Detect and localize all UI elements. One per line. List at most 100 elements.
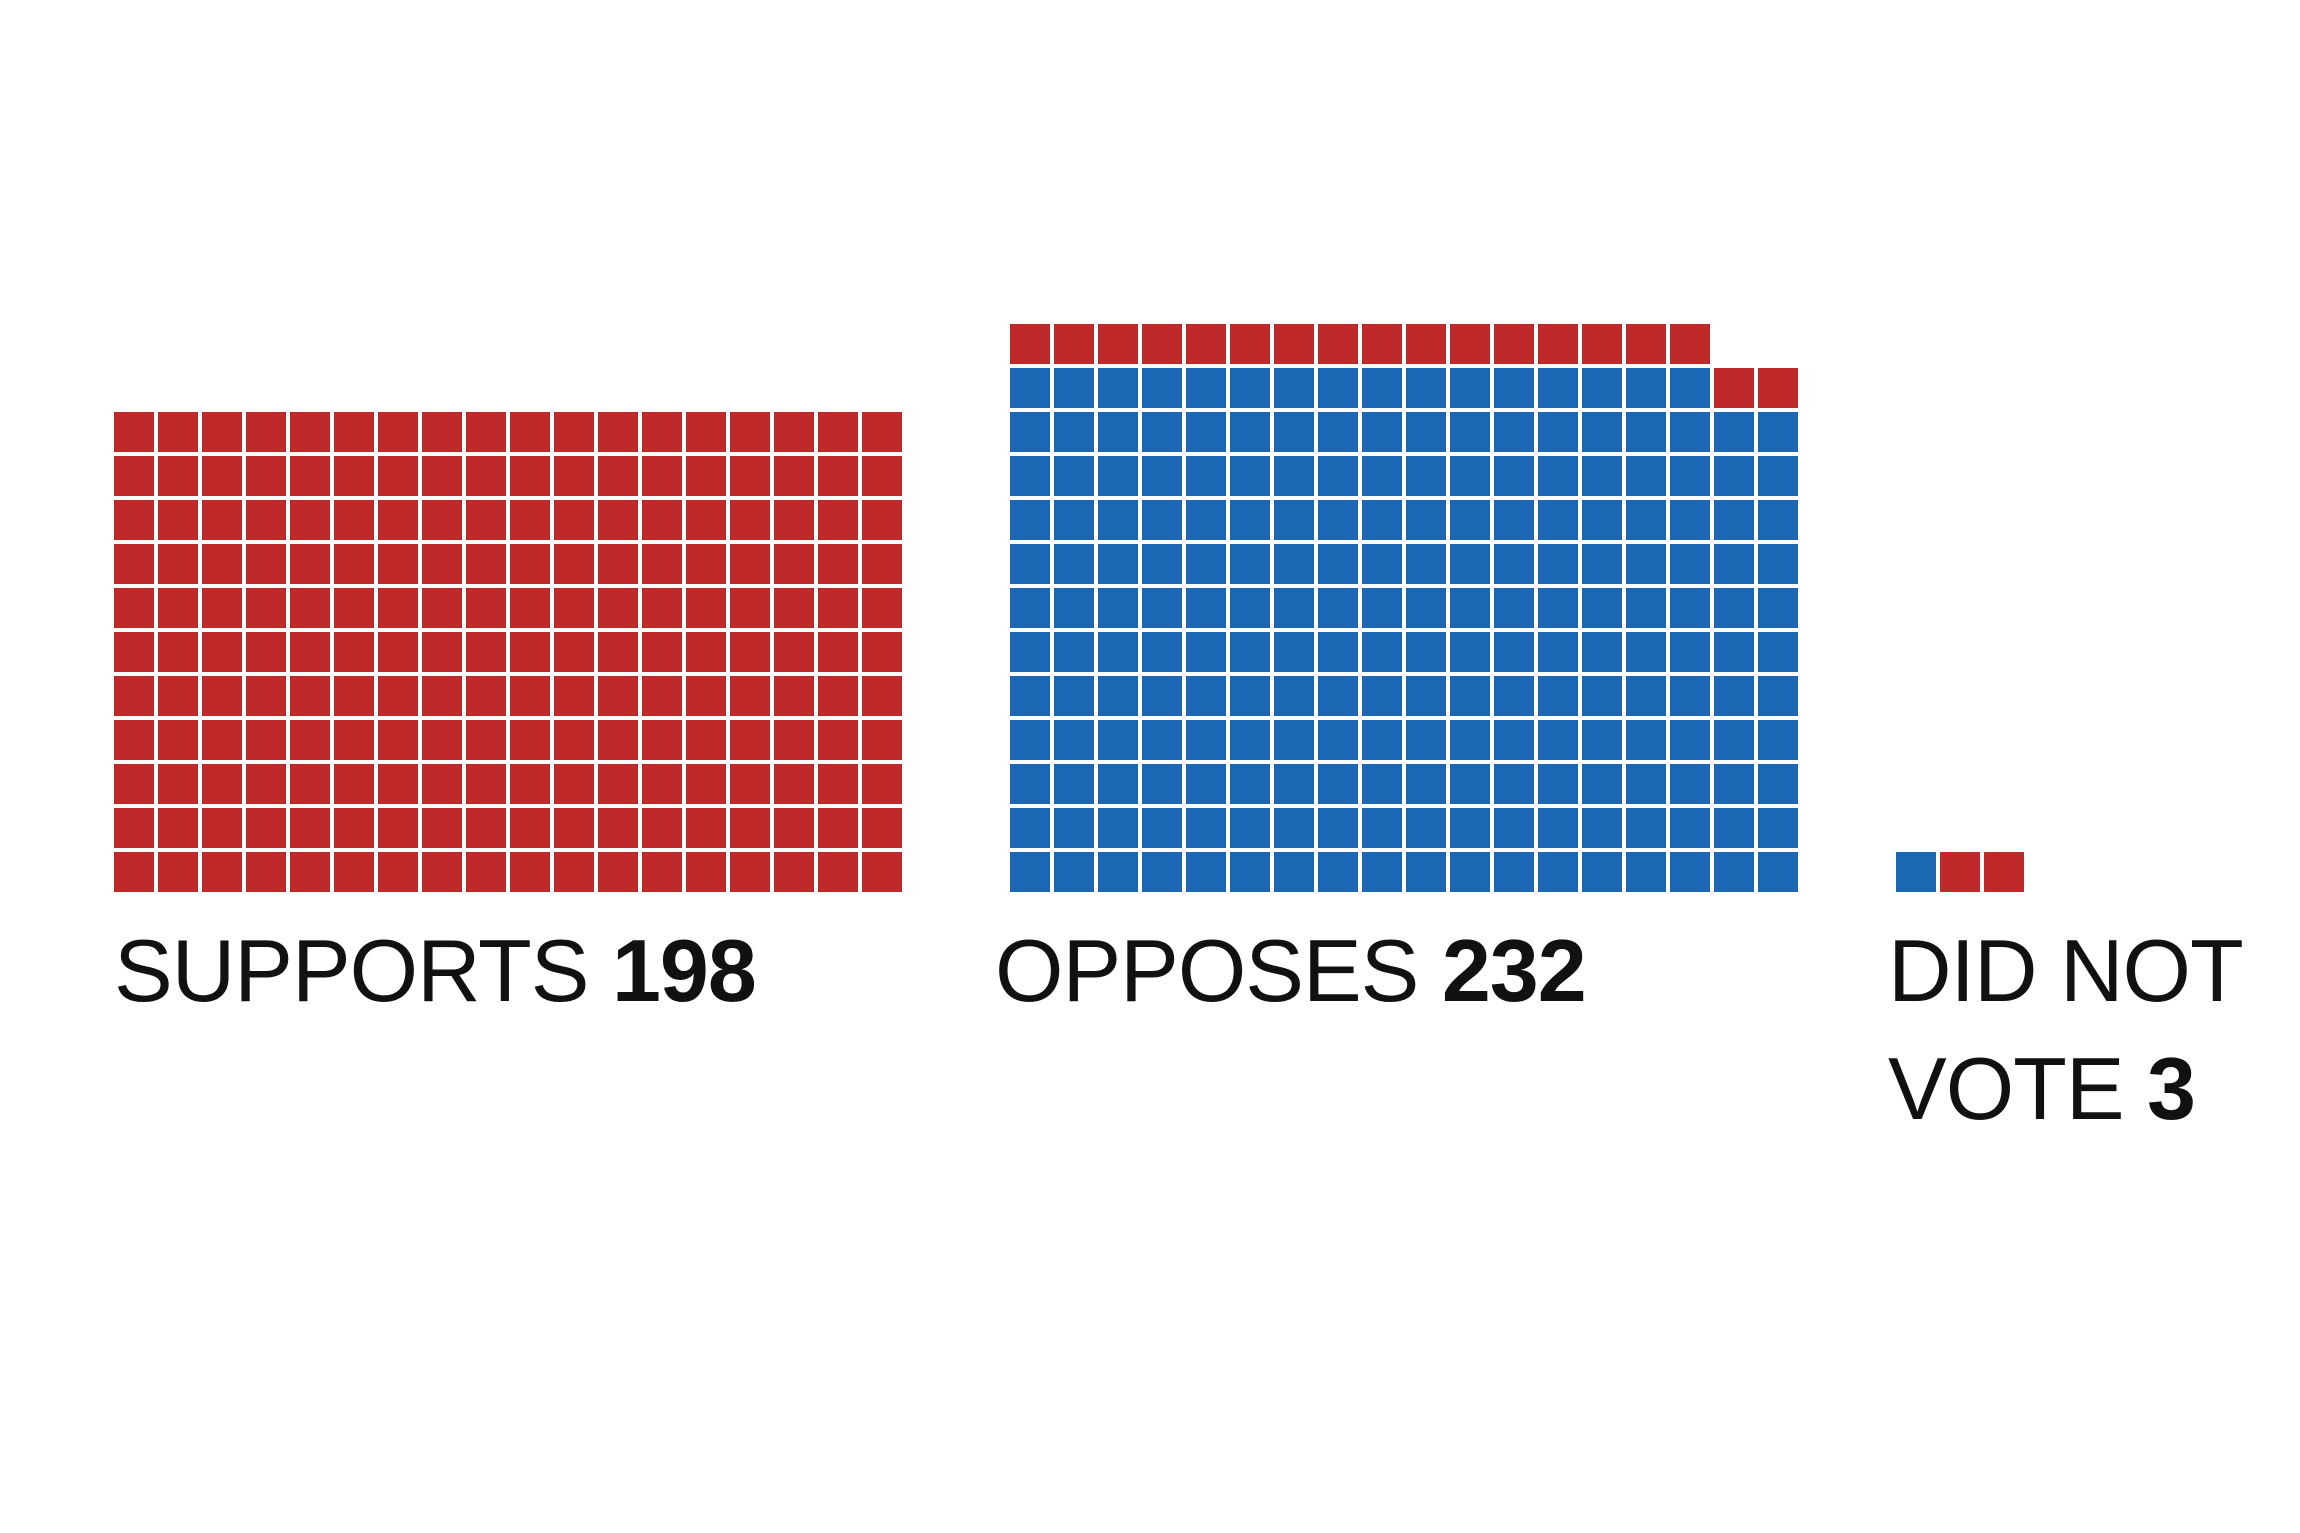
waffle-cell-republican bbox=[642, 456, 682, 496]
waffle-cell-democrat bbox=[1142, 368, 1182, 408]
waffle-cell-republican bbox=[862, 500, 902, 540]
waffle-cell-republican bbox=[862, 412, 902, 452]
waffle-cell-democrat bbox=[1582, 852, 1622, 892]
waffle-cell-democrat bbox=[1626, 544, 1666, 584]
waffle-cell-democrat bbox=[1362, 764, 1402, 804]
waffle-cell-republican bbox=[642, 764, 682, 804]
waffle-cell-republican bbox=[114, 808, 154, 848]
waffle-cell-republican bbox=[422, 544, 462, 584]
waffle-cell-republican bbox=[202, 808, 242, 848]
waffle-cell-republican bbox=[598, 808, 638, 848]
waffle-cell-republican bbox=[334, 852, 374, 892]
waffle-cell-democrat bbox=[1538, 500, 1578, 540]
waffle-cell-democrat bbox=[1626, 368, 1666, 408]
waffle-cell-democrat bbox=[1186, 544, 1226, 584]
waffle-cell-democrat bbox=[1186, 456, 1226, 496]
waffle-cell-republican bbox=[1714, 368, 1754, 408]
waffle-cell-republican bbox=[202, 456, 242, 496]
waffle-cell-republican bbox=[334, 588, 374, 628]
waffle-cell-democrat bbox=[1098, 456, 1138, 496]
waffle-cell-democrat bbox=[1582, 368, 1622, 408]
waffle-cell-democrat bbox=[1494, 456, 1534, 496]
waffle-cell-democrat bbox=[1098, 852, 1138, 892]
waffle-cell-democrat bbox=[1318, 764, 1358, 804]
waffle-cell-democrat bbox=[1186, 764, 1226, 804]
waffle-cell-republican bbox=[554, 412, 594, 452]
waffle-cell-democrat bbox=[1538, 632, 1578, 672]
waffle-cell-republican bbox=[598, 412, 638, 452]
waffle-cell-republican bbox=[642, 412, 682, 452]
waffle-cell-republican bbox=[114, 852, 154, 892]
waffle-cell-democrat bbox=[1274, 676, 1314, 716]
waffle-cell-republican bbox=[510, 808, 550, 848]
waffle-cell-republican bbox=[202, 852, 242, 892]
waffle-cell-republican bbox=[774, 456, 814, 496]
waffle-cell-republican bbox=[554, 720, 594, 760]
waffle-cell-democrat bbox=[1054, 500, 1094, 540]
waffle-cell-republican bbox=[818, 764, 858, 804]
waffle-cell-democrat bbox=[1010, 676, 1050, 716]
waffle-cell-democrat bbox=[1362, 632, 1402, 672]
opposes-label-text: OPPOSES bbox=[995, 921, 1419, 1020]
waffle-cell-democrat bbox=[1494, 412, 1534, 452]
waffle-cell-democrat bbox=[1010, 456, 1050, 496]
waffle-cell-republican bbox=[202, 588, 242, 628]
waffle-cell-democrat bbox=[1230, 588, 1270, 628]
waffle-cell-republican bbox=[510, 500, 550, 540]
waffle-cell-democrat bbox=[1186, 852, 1226, 892]
waffle-cell-democrat bbox=[1098, 544, 1138, 584]
waffle-cell-democrat bbox=[1054, 456, 1094, 496]
waffle-cell-democrat bbox=[1582, 720, 1622, 760]
waffle-cell-democrat bbox=[1054, 676, 1094, 716]
waffle-cell-democrat bbox=[1274, 852, 1314, 892]
waffle-cell-republican bbox=[246, 500, 286, 540]
waffle-cell-republican bbox=[862, 808, 902, 848]
waffle-cell-republican bbox=[202, 720, 242, 760]
waffle-cell-republican bbox=[642, 500, 682, 540]
waffle-cell-republican bbox=[202, 500, 242, 540]
waffle-cell-democrat bbox=[1406, 632, 1446, 672]
waffle-cell-democrat bbox=[1142, 808, 1182, 848]
waffle-cell-democrat bbox=[1582, 808, 1622, 848]
waffle-cell-democrat bbox=[1494, 720, 1534, 760]
waffle-cell-republican bbox=[642, 544, 682, 584]
waffle-cell-republican bbox=[246, 808, 286, 848]
waffle-cell-democrat bbox=[1406, 720, 1446, 760]
waffle-cell-republican bbox=[730, 852, 770, 892]
supports-label: SUPPORTS 198 bbox=[114, 912, 757, 1030]
waffle-cell-democrat bbox=[1098, 808, 1138, 848]
waffle-cell-democrat bbox=[1670, 808, 1710, 848]
waffle-cell-democrat bbox=[1714, 500, 1754, 540]
waffle-cell-republican bbox=[642, 852, 682, 892]
waffle-cell-democrat bbox=[1362, 500, 1402, 540]
waffle-cell-democrat bbox=[1758, 676, 1798, 716]
waffle-cell-democrat bbox=[1626, 588, 1666, 628]
waffle-cell-republican bbox=[686, 632, 726, 672]
waffle-cell-republican bbox=[422, 632, 462, 672]
waffle-cell-republican bbox=[510, 412, 550, 452]
waffle-cell-democrat bbox=[1714, 412, 1754, 452]
waffle-cell-democrat bbox=[1758, 412, 1798, 452]
waffle-cell-republican bbox=[246, 412, 286, 452]
waffle-cell-democrat bbox=[1714, 852, 1754, 892]
waffle-cell-republican bbox=[334, 544, 374, 584]
waffle-cell-republican bbox=[422, 808, 462, 848]
waffle-cell-democrat bbox=[1626, 456, 1666, 496]
waffle-cell-democrat bbox=[1186, 632, 1226, 672]
waffle-cell-republican bbox=[246, 544, 286, 584]
waffle-cell-republican bbox=[818, 852, 858, 892]
waffle-cell-democrat bbox=[1626, 764, 1666, 804]
waffle-cell-republican bbox=[554, 500, 594, 540]
waffle-cell-republican bbox=[290, 676, 330, 716]
waffle-cell-democrat bbox=[1670, 852, 1710, 892]
waffle-cell-democrat bbox=[1582, 544, 1622, 584]
waffle-cell-republican bbox=[378, 852, 418, 892]
waffle-cell-republican bbox=[862, 456, 902, 496]
waffle-cell-republican bbox=[730, 456, 770, 496]
waffle-cell-democrat bbox=[1142, 412, 1182, 452]
waffle-cell-democrat bbox=[1494, 368, 1534, 408]
waffle-cell-republican bbox=[290, 588, 330, 628]
did-not-vote-label: DID NOT VOTE 3 bbox=[1888, 912, 2288, 1148]
waffle-cell-democrat bbox=[1098, 588, 1138, 628]
